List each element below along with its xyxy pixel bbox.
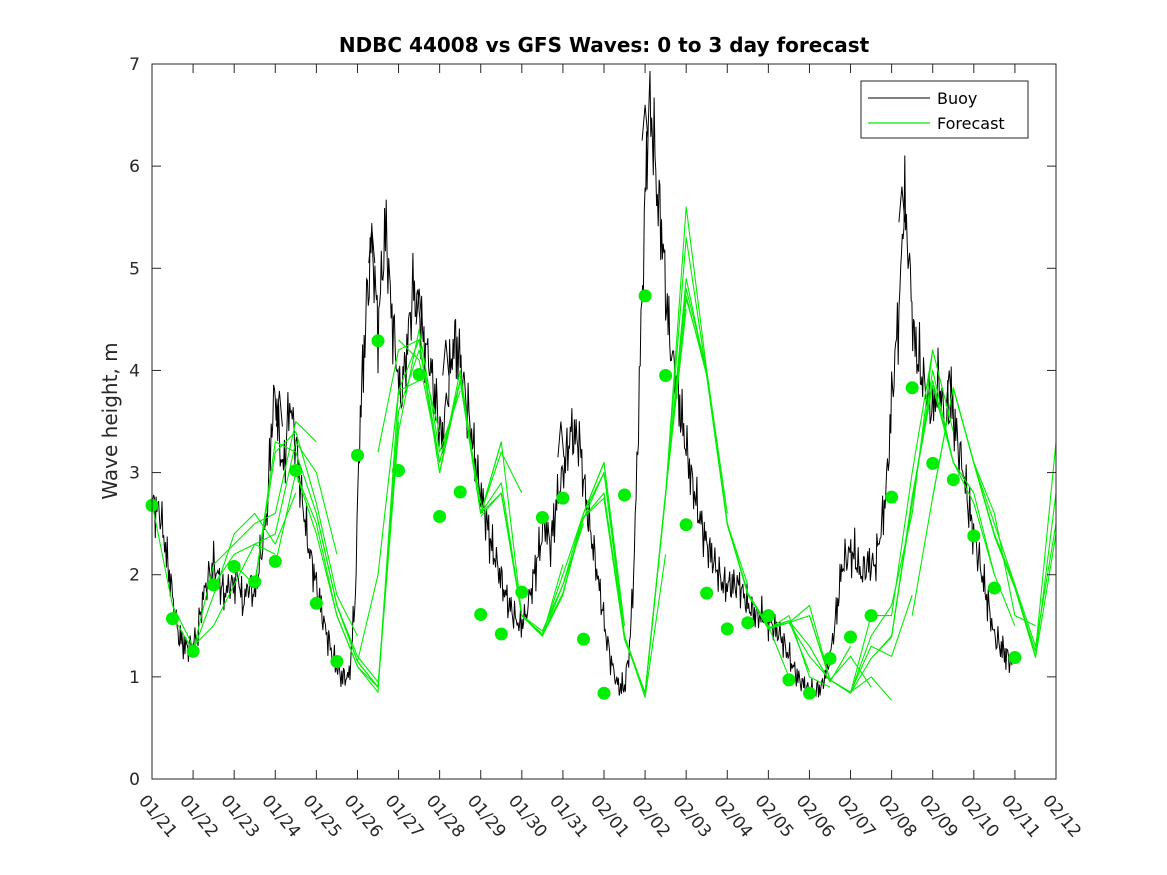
- y-tick-label-2: 2: [129, 566, 140, 586]
- analysis-point-19: [535, 511, 549, 524]
- analysis-point-28: [720, 622, 734, 636]
- analysis-point-20: [556, 491, 570, 505]
- forecast-run-39: [952, 387, 1057, 657]
- legend: Buoy Forecast: [860, 80, 1029, 139]
- analysis-point-10: [351, 448, 364, 462]
- y-tick-label-6: 6: [129, 157, 140, 177]
- forecast-run-3: [213, 441, 338, 586]
- analysis-point-37: [905, 381, 919, 395]
- analysis-point-18: [515, 585, 529, 599]
- analysis-point-7: [289, 464, 303, 477]
- chart-title: NDBC 44008 vs GFS Waves: 0 to 3 day fore…: [339, 33, 870, 57]
- y-axis-label: Wave height, m: [98, 342, 122, 499]
- analysis-point-9: [330, 655, 344, 668]
- legend-label-forecast: Forecast: [937, 114, 1005, 133]
- y-tick-label-4: 4: [129, 361, 140, 381]
- analysis-point-39: [946, 473, 960, 487]
- analysis-point-31: [782, 673, 796, 687]
- analysis-point-17: [494, 627, 508, 641]
- analysis-point-1: [166, 612, 179, 626]
- forecast-series: [151, 206, 1057, 701]
- y-tick-label-1: 1: [129, 668, 140, 688]
- buoy-peak-5: [641, 104, 649, 141]
- analysis-point-4: [227, 560, 241, 573]
- analysis-point-34: [844, 630, 857, 644]
- buoy-peak-3: [442, 339, 450, 376]
- analysis-point-8: [309, 596, 323, 610]
- analysis-point-42: [1008, 651, 1022, 664]
- analysis-point-25: [659, 369, 673, 382]
- analysis-point-23: [618, 488, 631, 502]
- analysis-point-3: [207, 578, 221, 592]
- y-tick-label-0: 0: [129, 770, 140, 790]
- buoy-peak-4: [557, 421, 565, 458]
- buoy-peak-1: [368, 227, 376, 264]
- legend-label-buoy: Buoy: [937, 89, 977, 108]
- analysis-point-29: [741, 616, 755, 630]
- analysis-point-21: [577, 632, 590, 646]
- analysis-point-12: [392, 464, 405, 477]
- forecast-run-2: [192, 420, 317, 652]
- analysis-point-26: [679, 518, 693, 532]
- forecast-run-36: [891, 380, 1016, 638]
- analysis-point-36: [885, 490, 899, 504]
- analysis-point-27: [700, 586, 714, 600]
- analysis-point-22: [597, 686, 611, 700]
- analysis-point-30: [761, 609, 775, 623]
- analysis-point-41: [987, 581, 1001, 595]
- analysis-points: [145, 289, 1022, 700]
- legend-box: [860, 80, 1029, 139]
- analysis-point-6: [268, 554, 282, 568]
- analysis-point-16: [474, 608, 488, 621]
- buoy-peak-2: [415, 288, 423, 325]
- analysis-point-35: [864, 609, 878, 623]
- analysis-point-40: [967, 529, 981, 543]
- tick-marks: [151, 63, 1057, 780]
- analysis-point-2: [186, 644, 200, 658]
- y-tick-label-3: 3: [129, 464, 140, 484]
- y-tick-label-7: 7: [129, 55, 140, 75]
- analysis-point-33: [823, 652, 837, 665]
- analysis-point-14: [433, 510, 447, 523]
- analysis-point-5: [248, 575, 262, 589]
- buoy-peak-6: [898, 186, 906, 223]
- analysis-point-15: [453, 485, 467, 499]
- buoy-peak-0: [275, 390, 283, 427]
- analysis-point-13: [412, 368, 426, 381]
- y-tick-label-5: 5: [129, 259, 140, 279]
- analysis-point-32: [803, 686, 816, 700]
- forecast-run-41: [993, 533, 1057, 659]
- buoy-peak-7: [945, 370, 953, 407]
- analysis-point-11: [371, 334, 385, 348]
- analysis-point-24: [638, 289, 652, 303]
- analysis-point-38: [926, 456, 940, 470]
